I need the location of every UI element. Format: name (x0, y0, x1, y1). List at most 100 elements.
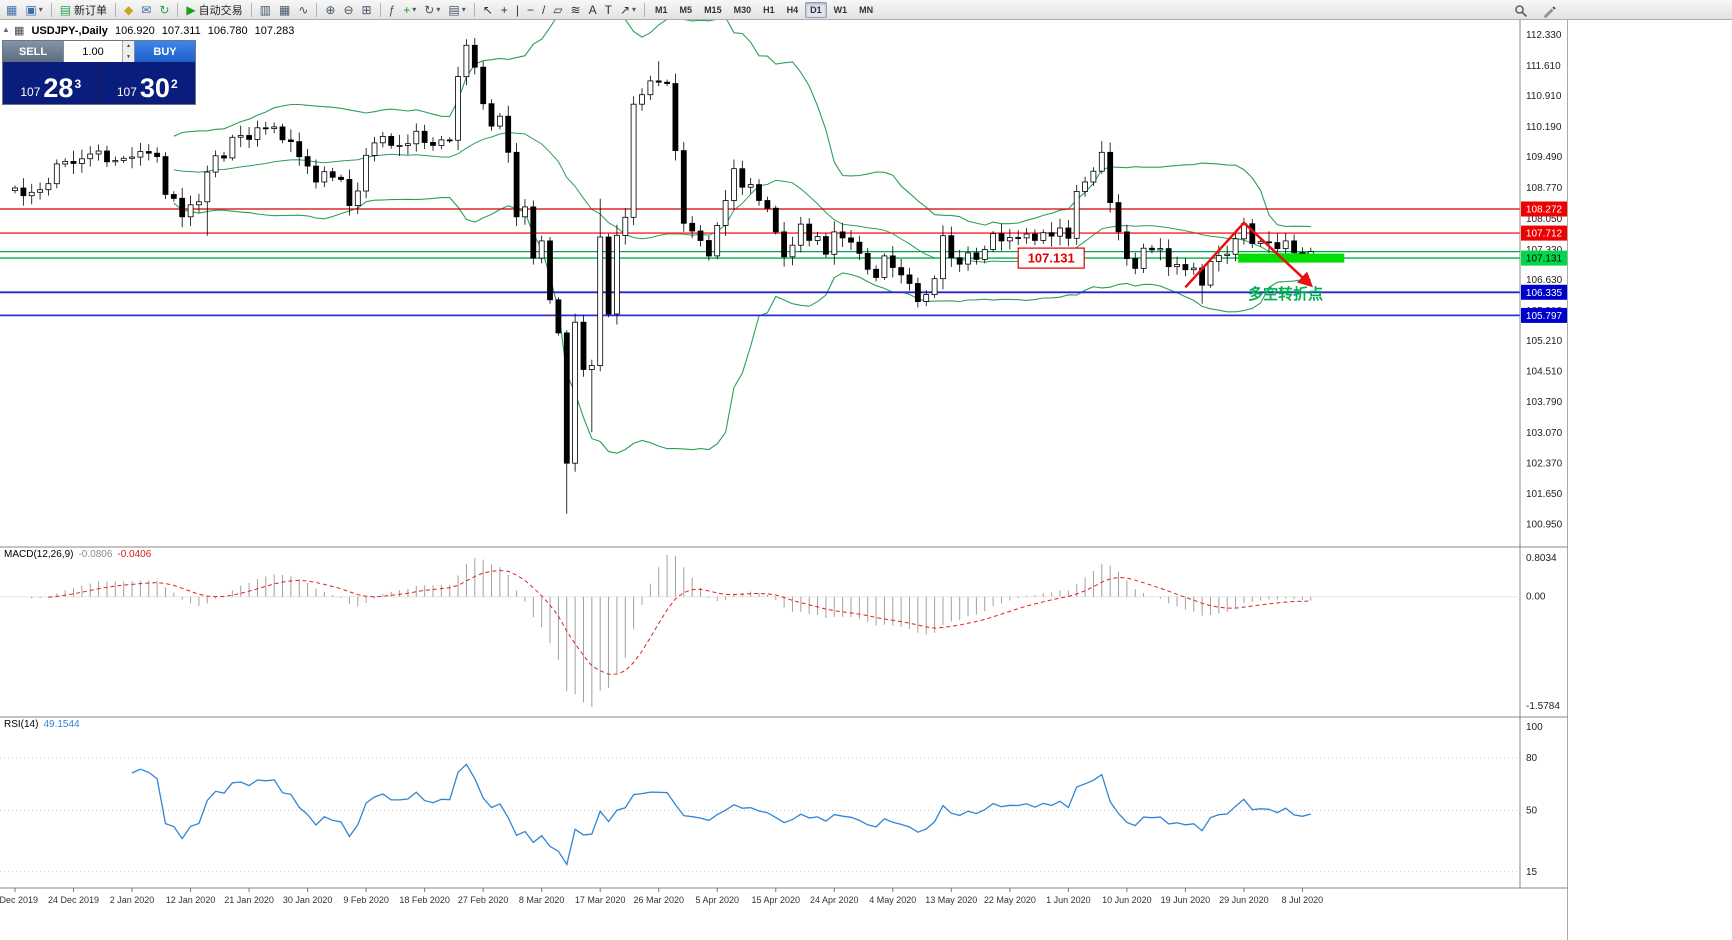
timeframe-m1[interactable]: M1 (655, 4, 668, 15)
line-chart-icon[interactable]: ∿ (295, 1, 311, 18)
indicators-icon[interactable]: ƒ (386, 1, 399, 18)
time-axis: 5 Dec 2019 24 Dec 2019 2 Jan 2020 12 Jan 20… (0, 888, 1323, 905)
price-axis-box-value: 106.335 (1526, 288, 1563, 299)
one-click-trading-panel: SELL 1.00 ▲ ▼ BUY 107 28 3 107 30 2 (2, 40, 196, 105)
crosshair-icon[interactable]: + (498, 1, 511, 18)
candle-chart-icon[interactable]: ▦ (276, 1, 293, 18)
community-chat-icon[interactable]: ✉ (138, 1, 154, 18)
toolbar-groups: ▦ ▣ ▾ ▤ 新订单 ◆ ✉ ↻ ▶ 自动交易 ▥ ▦ ∿ ⊕ ⊖ ⊞ ƒ + ▾ ↻ ▾ ▤ ▾ ↖ + | − / ▱ ≋ A T ↗ ▾ (2, 1, 640, 18)
price-tag-value: 107.131 (1028, 251, 1075, 266)
lot-up-icon[interactable]: ▲ (123, 41, 134, 52)
cursor-icon[interactable]: ↖ (480, 1, 496, 18)
buy-button[interactable]: BUY (135, 41, 195, 62)
add-indicator-icon[interactable]: + ▾ (400, 1, 419, 18)
trendline-icon[interactable]: / (539, 1, 548, 18)
support-zone-bar[interactable] (1238, 253, 1345, 263)
chart-profiles-icon[interactable]: ▣ ▾ (22, 1, 45, 18)
price-tick: 110.910 (1526, 91, 1562, 102)
sell-button[interactable]: SELL (3, 41, 63, 62)
channel-icon[interactable]: ▱ (550, 1, 565, 18)
arrows-icon-dropdown[interactable]: ▾ (632, 5, 637, 14)
horizontal-line-icon[interactable]: − (524, 1, 537, 18)
price-tick: 100.950 (1526, 519, 1563, 530)
price-axis-box-value: 107.712 (1526, 229, 1563, 240)
autotrading-button[interactable]: ▶ 自动交易 (183, 1, 245, 18)
zoom-in-icon[interactable]: ⊕ (322, 1, 338, 18)
arrows-icon-glyph: ↗ (619, 2, 631, 17)
chart-canvas[interactable]: 112.330 111.610 110.910 110.190 109.490 108.7… (0, 20, 1568, 940)
ask-price-panel[interactable]: 107 30 2 (99, 62, 195, 104)
price-tick: 112.330 (1526, 30, 1562, 41)
toolbar-separator (316, 2, 318, 17)
chart-profiles-icon-dropdown[interactable]: ▾ (38, 5, 43, 14)
text-label-icon[interactable]: T (602, 1, 615, 18)
lot-down-icon[interactable]: ▼ (123, 51, 134, 62)
date-label: 27 Feb 2020 (458, 895, 509, 905)
price-tag-box[interactable] (1017, 247, 1085, 269)
lot-size-stepper[interactable]: ▲ ▼ (122, 41, 134, 62)
search-icon[interactable] (1511, 2, 1531, 19)
symbol-ohlc-info: ▦ USDJPY-,Daily 106.920 107.311 106.780 … (14, 24, 298, 37)
new-order-button-label: 新订单 (74, 4, 108, 17)
date-label: 12 Jan 2020 (166, 895, 216, 905)
bar-chart-icon[interactable]: ▥ (257, 1, 274, 18)
templates-icon[interactable]: ▤ ▾ (445, 1, 468, 18)
price-tick: 108.770 (1526, 183, 1563, 194)
tile-windows-icon[interactable]: ⊞ (359, 1, 375, 18)
zoom-out-icon[interactable]: ⊖ (340, 1, 356, 18)
ask-price-prefix: 107 (116, 85, 137, 99)
vertical-line-icon[interactable]: | (513, 1, 522, 18)
price-tick: 107.330 (1526, 245, 1563, 256)
price-axis: 112.330 111.610 110.910 110.190 109.490 108.7… (1521, 30, 1567, 530)
one-click-collapse-button[interactable]: ▲ (2, 25, 10, 34)
mql5-market-icon[interactable]: ◆ (121, 1, 136, 18)
date-label: 26 Mar 2020 (633, 895, 684, 905)
turning-point-note[interactable]: 多空转折点 (1248, 285, 1323, 303)
tile-windows-icon-glyph: ⊞ (361, 2, 372, 17)
refresh-icon[interactable]: ↻ (156, 1, 172, 18)
date-label: 2 Jan 2020 (110, 895, 155, 905)
templates-icon-dropdown[interactable]: ▾ (461, 5, 466, 14)
lot-size-value[interactable]: 1.00 (82, 45, 104, 58)
periods-icon-dropdown[interactable]: ▾ (436, 5, 441, 14)
bollinger-lower-line (173, 197, 1311, 454)
date-label: 15 Apr 2020 (751, 895, 800, 905)
rsi-axis-label: 15 (1526, 867, 1538, 878)
price-tick: 102.370 (1526, 458, 1563, 469)
macd-signal-line (48, 569, 1311, 675)
timeframe-h4[interactable]: H4 (786, 4, 799, 15)
candles-group (12, 38, 1314, 514)
line-chart-icon-glyph: ∿ (298, 2, 309, 17)
timeframe-h1[interactable]: H1 (763, 4, 775, 15)
low-value: 106.780 (207, 25, 248, 37)
price-tick: 109.490 (1526, 152, 1563, 163)
bid-price-panel[interactable]: 107 28 3 (3, 62, 99, 104)
date-label: 10 Jun 2020 (1102, 895, 1152, 905)
text-icon[interactable]: A (586, 1, 600, 18)
date-label: 24 Apr 2020 (810, 895, 859, 905)
text-label-icon-glyph: T (604, 2, 612, 17)
periods-icon[interactable]: ↻ ▾ (421, 1, 443, 18)
autotrading-button-glyph: ▶ (186, 2, 196, 17)
add-indicator-icon-dropdown[interactable]: ▾ (412, 5, 417, 14)
timeframe-m30[interactable]: M30 (733, 4, 752, 15)
timeframe-m5[interactable]: M5 (679, 4, 693, 15)
date-label: 18 Feb 2020 (399, 895, 450, 905)
new-order-button[interactable]: ▤ 新订单 (57, 1, 110, 18)
rsi-axis-label: 50 (1526, 806, 1538, 817)
timeframe-w1[interactable]: W1 (833, 4, 848, 15)
macd-axis-bottom: -1.5784 (1526, 701, 1560, 712)
timeframe-d1[interactable]: D1 (805, 1, 827, 18)
timeframe-mn[interactable]: MN (859, 4, 874, 15)
arrows-icon[interactable]: ↗ ▾ (617, 1, 639, 18)
main-toolbar: ▦ ▣ ▾ ▤ 新订单 ◆ ✉ ↻ ▶ 自动交易 ▥ ▦ ∿ ⊕ ⊖ ⊞ ƒ + ▾ ↻ ▾ ▤ ▾ ↖ + | − / ▱ ≋ A T ↗ ▾ … (0, 0, 1732, 20)
date-label: 8 Mar 2020 (519, 895, 565, 905)
timeframe-m15[interactable]: M15 (704, 4, 722, 15)
quick-edit-icon[interactable] (1539, 2, 1559, 19)
lot-size-field[interactable]: 1.00 ▲ ▼ (63, 41, 135, 62)
fibonacci-icon[interactable]: ≋ (568, 1, 584, 18)
text-icon-glyph: A (588, 2, 597, 17)
rsi-panel: 80 50 15 100 (0, 722, 1543, 878)
trend-zigzag-arrow[interactable] (1184, 221, 1313, 289)
new-chart-icon[interactable]: ▦ (3, 1, 20, 18)
